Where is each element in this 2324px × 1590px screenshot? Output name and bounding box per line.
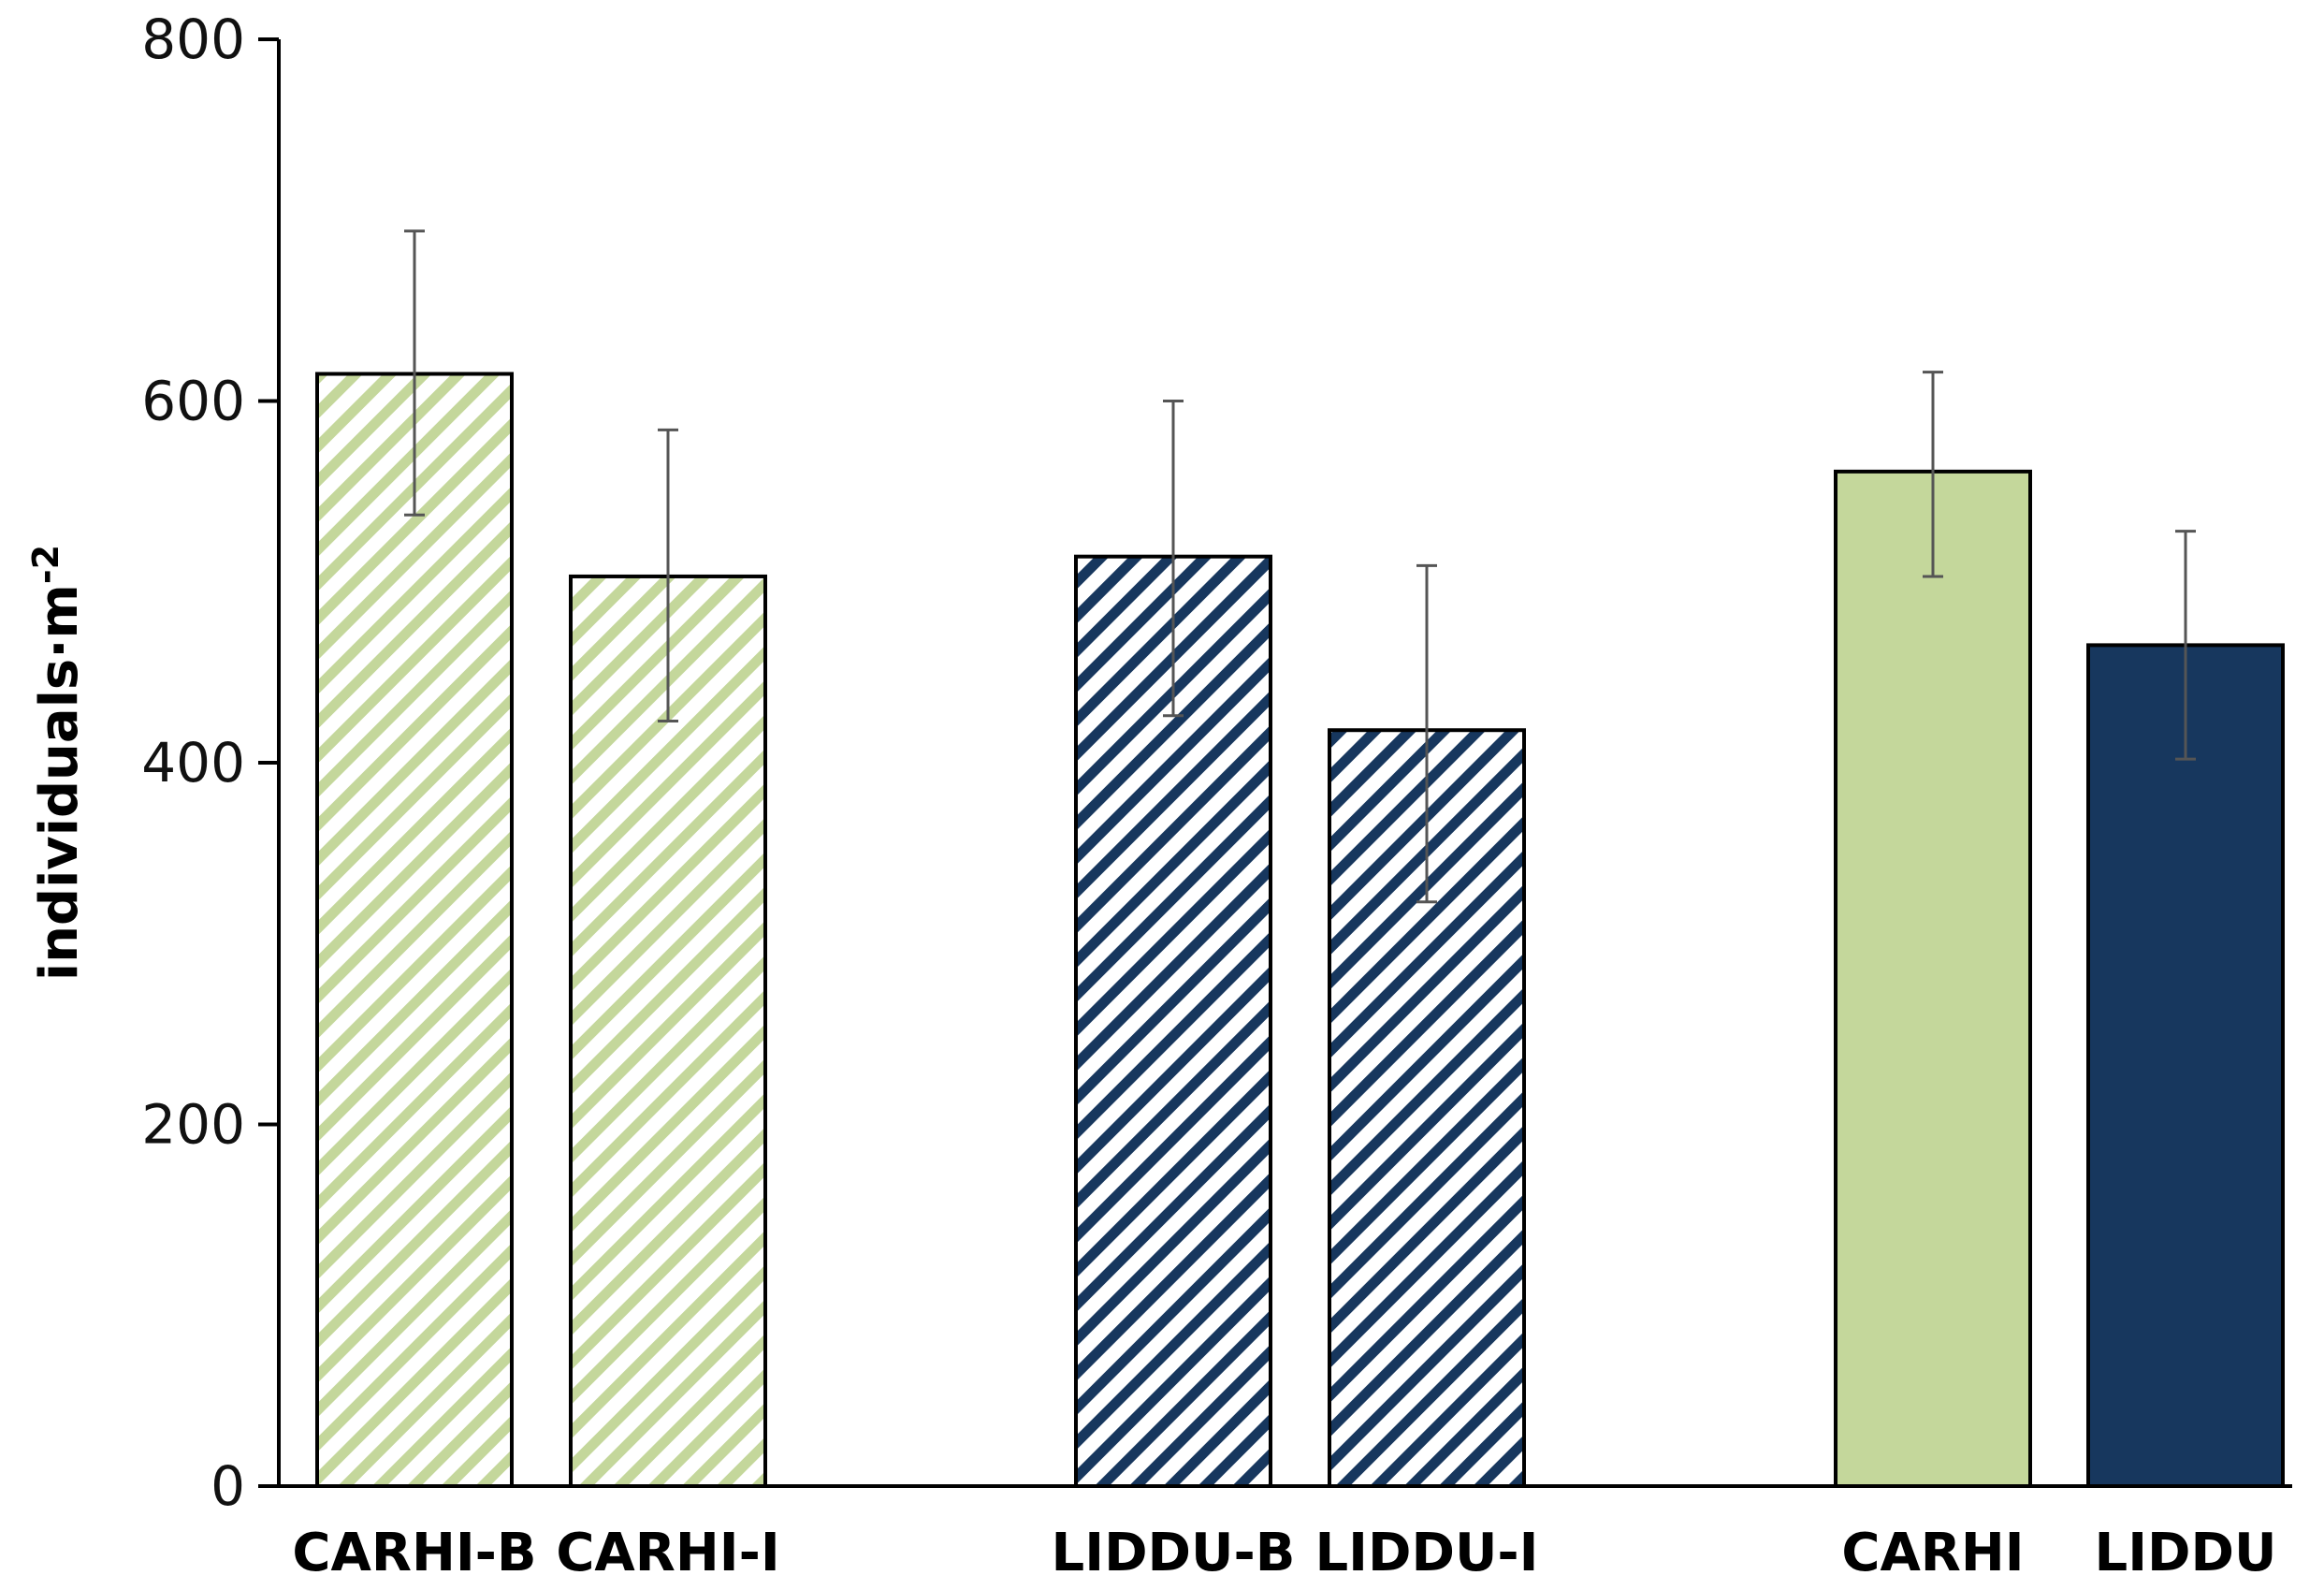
y-tick-label: 600 <box>141 370 245 433</box>
x-category-label: LIDDU <box>2095 1523 2277 1583</box>
category-labels-layer: CARHI-B CARHI-I LIDDU-B LIDDU-I CARHI LIDDU <box>292 1523 2276 1583</box>
error-bar-liddu-i <box>1416 563 1437 904</box>
x-category-label: CARHI-I <box>556 1523 779 1583</box>
y-ticks-layer: 0 200 400 600 800 <box>141 7 279 1518</box>
error-bar-liddu <box>2175 530 2196 761</box>
y-axis-title-superscript: -2 <box>25 545 66 584</box>
bar-carhi <box>1834 469 2032 1488</box>
y-tick-label: 800 <box>141 7 245 71</box>
error-bar-carhi-b <box>404 229 425 517</box>
error-bars-layer <box>404 229 2196 904</box>
y-tick-label: 400 <box>141 731 245 795</box>
bar-carhi-i <box>569 574 767 1488</box>
error-bar-carhi-i <box>658 428 678 723</box>
x-category-label: CARHI-B <box>292 1523 536 1583</box>
error-bar-carhi <box>1923 371 1943 578</box>
bar-carhi-b <box>315 372 514 1489</box>
bars-layer <box>315 372 2285 1489</box>
y-tick-label: 200 <box>141 1093 245 1157</box>
bar-liddu <box>2086 643 2285 1488</box>
x-category-label: LIDDU-I <box>1315 1523 1538 1583</box>
y-tick-label: 0 <box>211 1454 245 1518</box>
y-axis-title: individuals·m-2 <box>25 545 90 981</box>
y-axis-title-main: individuals·m <box>29 584 90 981</box>
x-category-label: CARHI <box>1841 1523 2024 1583</box>
error-bar-liddu-b <box>1163 400 1184 718</box>
x-category-label: LIDDU-B <box>1052 1523 1296 1583</box>
